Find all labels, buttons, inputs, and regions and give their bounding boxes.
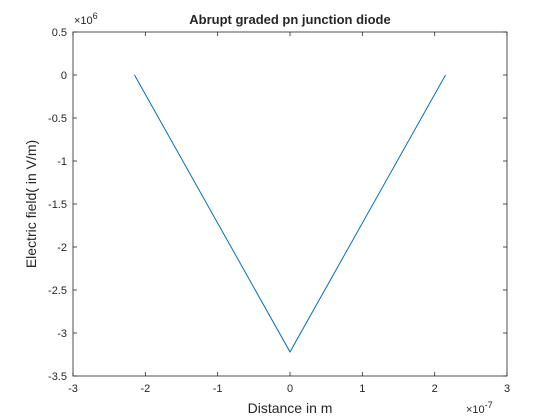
y-axis-label: Electric field( in V/m)	[23, 140, 39, 268]
y-tick-label: 0.5	[52, 27, 67, 39]
plot-area	[73, 32, 507, 376]
y-tick-label: -1.5	[48, 199, 67, 211]
y-tick-label: -0.5	[48, 113, 67, 125]
x-tick-label: 2	[432, 383, 438, 395]
y-axis-multiplier: ×106	[74, 11, 98, 27]
x-tick-label: 3	[504, 383, 510, 395]
x-axis-label: Distance in m	[248, 400, 333, 416]
y-tick-label: -3	[57, 328, 67, 340]
svg-text:×106: ×106	[74, 11, 98, 27]
y-tick-label: -2.5	[48, 285, 67, 297]
electric-field-line	[134, 74, 446, 353]
y-tick-label: -1	[57, 156, 67, 168]
series-layer	[134, 74, 446, 353]
svg-text:×10-7: ×10-7	[466, 400, 493, 416]
x-tick-label: 0	[287, 383, 293, 395]
x-tick-label: -2	[140, 383, 150, 395]
x-axis-ticks: -3 -2 -1 0 1 2 3	[68, 32, 510, 395]
x-exponent: -7	[485, 400, 493, 410]
x-tick-label: -3	[68, 383, 78, 395]
y-tick-label: -2	[57, 242, 67, 254]
y-exponent: 6	[93, 11, 98, 21]
y-tick-label: 0	[61, 70, 67, 82]
x-tick-label: 1	[359, 383, 365, 395]
y-axis-ticks: 0.5 0 -0.5 -1 -1.5 -2 -2.5 -3 -3.5	[48, 27, 507, 383]
y-tick-label: -3.5	[48, 371, 67, 383]
x-axis-multiplier: ×10-7	[466, 400, 493, 416]
x-tick-label: -1	[213, 383, 223, 395]
chart-title: Abrupt graded pn junction diode	[189, 12, 390, 27]
